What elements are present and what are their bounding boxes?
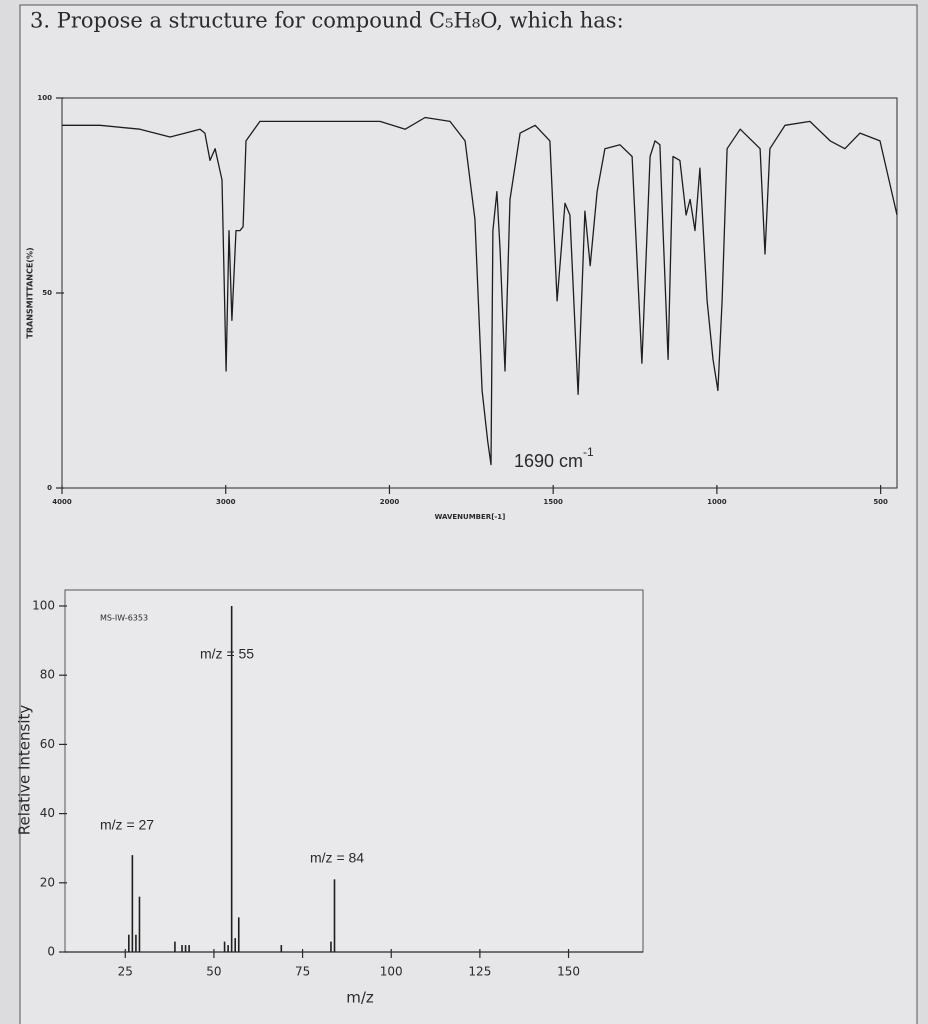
plot-frame: [64, 589, 644, 953]
x-axis-label: m/z: [346, 989, 374, 1007]
x-tick-label: 150: [557, 965, 580, 979]
y-tick-label: 20: [40, 875, 55, 889]
x-tick-label: 125: [468, 965, 491, 979]
x-tick-label: 500: [873, 498, 888, 506]
peak-annotation: m/z = 55: [200, 646, 254, 662]
ir-spectrum: TRANSMITTANCE(%) WAVENUMBER[-1] 1690 cm-…: [26, 94, 898, 521]
y-tick-label: 0: [47, 945, 55, 959]
x-tick-label: 25: [118, 965, 133, 979]
x-tick-label: 50: [206, 965, 221, 979]
x-tick-label: 4000: [52, 498, 72, 506]
peak-annotation: m/z = 27: [100, 817, 154, 833]
x-axis-label: WAVENUMBER[-1]: [435, 513, 506, 521]
x-tick-label: 2000: [380, 498, 400, 506]
x-tick-label: 100: [380, 965, 403, 979]
x-tick-label: 3000: [216, 498, 236, 506]
x-tick-label: 1500: [543, 498, 563, 506]
spectrum-id: MS-IW-6353: [100, 614, 148, 623]
y-tick-label: 100: [37, 94, 52, 102]
y-tick-label: 80: [40, 668, 55, 682]
annotation-text: 1690 cm: [514, 451, 583, 471]
annotation-sup: -1: [583, 445, 594, 459]
x-tick-label: 75: [295, 965, 310, 979]
peak-annotation: m/z = 84: [310, 850, 364, 866]
question-title: 3. Propose a structure for compound C₅H₈…: [30, 9, 624, 33]
y-tick-label: 100: [32, 599, 55, 613]
y-tick-label: 60: [40, 737, 55, 751]
y-tick-label: 50: [42, 289, 52, 297]
peak-annotation: 1690 cm-1: [514, 445, 594, 471]
y-axis-label: TRANSMITTANCE(%): [26, 247, 35, 338]
y-axis-label: Relative Intensity: [16, 705, 34, 836]
mass-spectrum: Relative Intensity m/z MS-IW-6353 m/z = …: [16, 589, 644, 1007]
spectrum-line: [62, 116, 898, 466]
x-tick-label: 1000: [707, 498, 727, 506]
y-tick-label: 0: [47, 484, 52, 492]
y-tick-label: 40: [40, 806, 55, 820]
